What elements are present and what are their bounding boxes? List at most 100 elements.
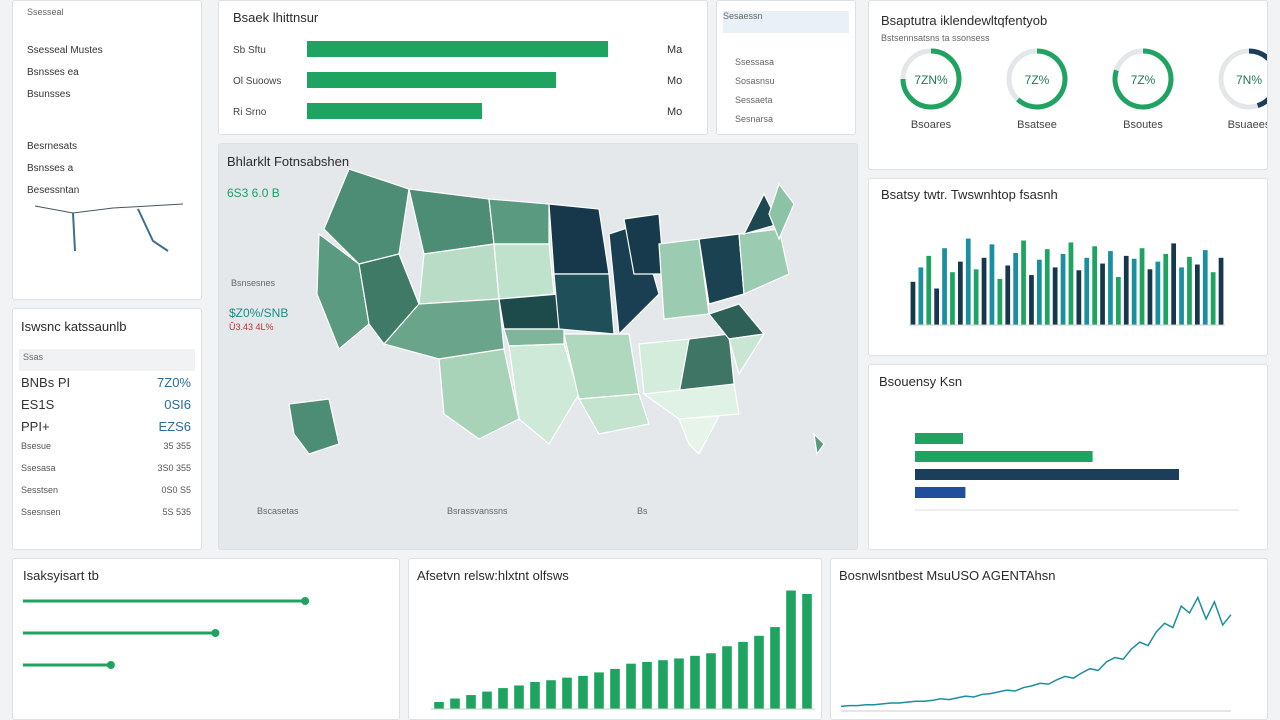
column xyxy=(1092,246,1098,325)
hbar xyxy=(915,487,966,498)
column xyxy=(1029,275,1034,325)
mini-row: Ssessasa xyxy=(735,57,775,67)
column-chart xyxy=(909,238,1225,326)
mini-row: Sessaeta xyxy=(735,95,773,105)
column xyxy=(1131,258,1137,325)
column xyxy=(957,261,963,325)
column xyxy=(973,269,979,325)
us-map xyxy=(288,168,825,456)
column xyxy=(738,641,748,709)
mini-table: Sesaessn Ssessasa Sosasnsu Sessaeta Sesnars… xyxy=(716,0,856,135)
map-change: Ǔ3.43 4L% xyxy=(229,322,274,332)
column xyxy=(690,655,700,709)
column xyxy=(934,288,940,325)
hbar xyxy=(915,433,963,444)
column xyxy=(1036,259,1042,325)
list-panel: Ssesseal Ssesseal Mustes Bsnsses ea Bsunss… xyxy=(12,0,202,300)
bar xyxy=(307,72,556,88)
table-cell: PPI+ xyxy=(21,419,50,434)
column xyxy=(1052,267,1058,325)
legend-item: Bscasetas xyxy=(257,506,299,516)
column xyxy=(482,691,492,709)
growth-chart xyxy=(431,590,815,710)
bar-chart: Sb Sftu Ma Ol Suoows Mo Ri Srno Mo xyxy=(233,41,683,119)
table-cell: EZS6 xyxy=(158,419,191,434)
bar-value-label: Mo xyxy=(667,106,682,118)
bar-value-label: Mo xyxy=(667,75,682,87)
column xyxy=(1084,257,1090,325)
panel-title: Bsaek lhittnsur xyxy=(233,10,319,25)
table-cell: BNBs PI xyxy=(21,375,71,390)
legend-item: Bsrassvanssns xyxy=(447,506,508,516)
mini-row: Sesnarsa xyxy=(735,114,774,124)
hbar xyxy=(915,451,1093,462)
column xyxy=(926,255,932,325)
column xyxy=(918,267,924,325)
column xyxy=(1187,256,1192,325)
panel-subtitle: Bstsennsatsns ta ssonsess xyxy=(881,33,990,43)
column xyxy=(989,244,995,325)
list-sketch xyxy=(34,203,184,252)
bar-label: Sb Sftu xyxy=(233,45,266,56)
gauge-arc xyxy=(1016,48,1068,110)
column xyxy=(562,677,572,709)
column xyxy=(1013,253,1019,325)
progress-chart xyxy=(23,597,310,669)
panel-title: Afsetvn relsw:hlxtnt olfsws xyxy=(417,568,569,583)
list-row: Bsnsses a xyxy=(27,163,74,174)
column xyxy=(942,248,947,325)
gauge-label: Bsatsee xyxy=(1017,119,1057,131)
column xyxy=(1202,250,1208,325)
column xyxy=(770,627,780,709)
column xyxy=(1171,243,1177,325)
column xyxy=(1076,270,1082,325)
legend-item: Bs xyxy=(637,506,648,516)
column xyxy=(1115,277,1121,325)
column xyxy=(754,635,764,709)
progress-dot xyxy=(301,597,310,605)
column xyxy=(594,672,604,709)
table-cell: 3S0 355 xyxy=(157,463,191,473)
table-cell: 0S0 S5 xyxy=(161,485,191,495)
trend-chart xyxy=(840,595,1232,712)
gauges: 7ZN% Bsoares 7Z% Bsatsee 7Z% Bsoutes 7N% Bsuaee… xyxy=(900,48,1267,131)
column xyxy=(950,272,955,325)
panel-title: Bsatsy twtr. Twswnhtop fsasnh xyxy=(881,187,1058,202)
trend-line xyxy=(840,595,1232,708)
progress-panel: Isaksyisart tb xyxy=(12,558,400,720)
column xyxy=(706,653,716,709)
bar-label: Ol Suoows xyxy=(233,76,281,87)
column xyxy=(658,660,668,709)
column xyxy=(1163,253,1169,325)
column xyxy=(1179,267,1184,325)
table-cell: ES1S xyxy=(21,397,55,412)
column xyxy=(434,702,444,709)
column xyxy=(1210,272,1216,325)
column xyxy=(1108,251,1113,325)
table-cell: Ssesasa xyxy=(21,463,56,473)
panel-title: Bsouensy Ksn xyxy=(879,374,963,389)
panel-title: Bosnwlsntbest MsuUSO AGENTAhsn xyxy=(839,568,1056,583)
bar-panel: Bsaek lhittnsur Sb Sftu Ma Ol Suoows Mo Ri S… xyxy=(218,0,708,135)
gauge-value: 7ZN% xyxy=(914,73,948,87)
gauge-arc xyxy=(1112,48,1174,110)
column xyxy=(965,238,971,325)
panel-title: Iswsnc katssaunlb xyxy=(21,319,127,334)
list-row: Ssesseal Mustes xyxy=(27,45,103,56)
list-row: Bsnsses ea xyxy=(27,67,79,78)
list-row: Bsunsses xyxy=(27,89,71,100)
gauge-label: Bsoutes xyxy=(1123,119,1163,131)
column xyxy=(578,675,588,709)
list-row: Besessntan xyxy=(27,185,80,196)
column-panel: Bsatsy twtr. Twswnhtop fsasnh xyxy=(868,178,1268,356)
panel-title: Bhlarklt Fotnsabshen xyxy=(227,154,350,169)
column xyxy=(1155,261,1161,325)
column xyxy=(802,593,812,709)
gauge-value: 7N% xyxy=(1236,73,1262,87)
map-note: Bsnsesnes xyxy=(231,278,276,288)
list-header: Ssesseal xyxy=(27,7,64,17)
column xyxy=(910,281,916,325)
kpi-table: Iswsnc katssaunlb Ssas BNBs PI 7Z0% ES1S 0S… xyxy=(12,308,202,550)
column xyxy=(674,658,684,709)
